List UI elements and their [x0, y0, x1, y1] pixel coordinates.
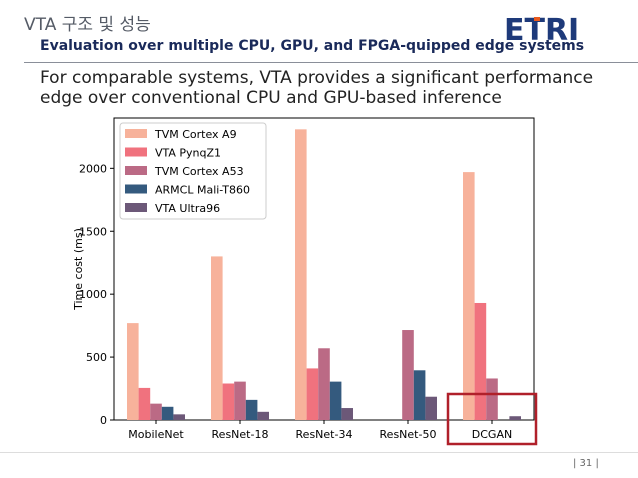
y-axis-label: Time cost (ms) [72, 228, 85, 311]
legend-label: TVM Cortex A53 [154, 165, 244, 178]
svg-text:ETRI: ETRI [504, 14, 579, 46]
bar [234, 381, 246, 420]
y-tick-label: 1500 [79, 225, 107, 238]
bar [138, 387, 151, 420]
etri-logo: ETRI [504, 13, 636, 50]
y-tick-label: 2000 [79, 162, 107, 175]
legend-label: VTA Ultra96 [155, 202, 220, 215]
bar [306, 368, 319, 420]
footer-divider [0, 452, 638, 453]
bar [318, 348, 330, 420]
bar [425, 396, 437, 420]
bar [474, 302, 487, 420]
bar [402, 330, 414, 420]
legend-swatch [125, 203, 147, 212]
bar [245, 399, 258, 420]
header-divider [24, 62, 638, 63]
slide-subtitle: Evaluation over multiple CPU, GPU, and F… [40, 38, 585, 54]
body-line-1: For comparable systems, VTA provides a s… [40, 68, 594, 88]
legend-box [119, 122, 267, 220]
bar [127, 323, 139, 420]
bar [413, 370, 426, 420]
legend-swatch [125, 129, 147, 138]
bar [509, 416, 521, 420]
body-line-2: edge over conventional CPU and GPU-based… [40, 88, 502, 108]
highlight-box [446, 392, 538, 446]
bar [295, 129, 307, 420]
legend-swatch [125, 147, 147, 157]
x-tick-label: MobileNet [128, 428, 184, 441]
bar [161, 406, 174, 420]
legend-swatch [125, 166, 147, 175]
bar [211, 256, 223, 420]
y-tick-label: 500 [86, 351, 107, 364]
bar [150, 403, 162, 420]
bar [463, 172, 475, 420]
slide-title: VTA 구조 및 성능 [24, 15, 151, 35]
bar [329, 381, 342, 420]
x-tick-label: ResNet-18 [212, 428, 269, 441]
body-text: For comparable systems, VTA provides a s… [40, 68, 600, 108]
legend-label: TVM Cortex A9 [154, 128, 237, 141]
page-number: | 31 | [573, 458, 599, 469]
bar [257, 411, 269, 420]
x-tick-label: ResNet-34 [296, 428, 353, 441]
x-tick-label: DCGAN [472, 428, 512, 441]
bar [341, 408, 353, 420]
legend-label: ARMCL Mali-T860 [155, 184, 250, 197]
y-tick-label: 1000 [79, 288, 107, 301]
legend-swatch [125, 184, 147, 194]
legend-label: VTA PynqZ1 [155, 147, 221, 160]
bar [173, 414, 185, 420]
bar [222, 383, 235, 420]
bar [486, 378, 498, 420]
x-tick-label: ResNet-50 [380, 428, 437, 441]
y-tick-label: 0 [100, 414, 107, 427]
